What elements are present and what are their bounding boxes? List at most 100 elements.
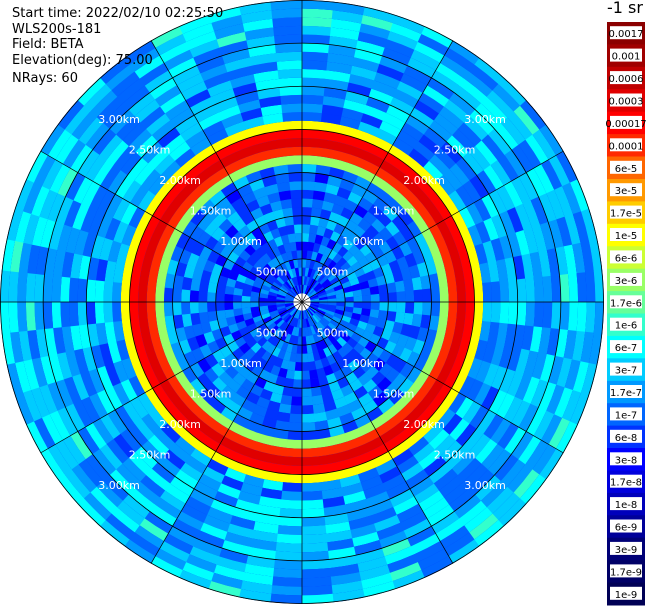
colorbar-label-bg — [610, 385, 642, 398]
range-gate-cell — [379, 427, 399, 445]
range-gate-cell — [386, 282, 397, 294]
range-gate-cell — [276, 293, 286, 299]
range-gate-cell — [327, 273, 337, 282]
range-gate-cell — [259, 388, 273, 401]
range-gate-cell — [250, 301, 260, 308]
range-gate-cell — [282, 313, 291, 322]
range-gate-cell — [576, 272, 587, 303]
range-gate-cell — [538, 193, 557, 223]
range-gate-cell — [202, 120, 226, 138]
range-gate-cell — [152, 219, 168, 239]
range-gate-cell — [373, 72, 401, 90]
colorbar-title: -1 sr — [607, 0, 643, 17]
colorbar-tick-label: 6e-6 — [615, 253, 638, 264]
range-gate-cell — [65, 226, 81, 254]
range-gate-cell — [174, 148, 196, 168]
range-gate-cell — [302, 103, 324, 114]
range-gate-cell — [256, 504, 281, 517]
range-gate-cell — [225, 399, 242, 415]
range-gate-cell — [189, 362, 205, 379]
range-gate-cell — [181, 313, 193, 328]
range-gate-cell — [301, 499, 324, 510]
range-gate-cell — [115, 463, 141, 488]
range-gate-cell — [207, 301, 217, 312]
range-gate-cell — [399, 347, 413, 363]
range-gate-cell — [83, 83, 112, 112]
range-gate-cell — [361, 308, 371, 317]
range-gate-cell — [483, 363, 499, 387]
range-gate-cell — [231, 359, 245, 373]
range-gate-cell — [116, 115, 141, 141]
range-gate-cell — [434, 383, 452, 404]
range-gate-cell — [154, 238, 169, 257]
range-gate-cell — [420, 275, 431, 290]
range-gate-cell — [381, 47, 412, 66]
range-gate-cell — [353, 295, 363, 303]
range-gate-cell — [453, 318, 466, 337]
range-gate-cell — [289, 289, 297, 297]
range-gate-cell — [287, 291, 296, 298]
range-gate-cell — [163, 134, 186, 155]
range-gate-cell — [240, 107, 263, 122]
range-gate-cell — [550, 274, 561, 303]
range-gate-cell — [504, 149, 527, 178]
range-gate-cell — [192, 417, 211, 435]
range-gate-cell — [301, 387, 312, 397]
range-gate-cell — [138, 267, 151, 286]
range-gate-cell — [242, 283, 253, 292]
range-gate-cell — [51, 275, 62, 302]
range-gate-cell — [386, 554, 418, 573]
range-gate-cell — [306, 308, 313, 317]
range-gate-cell — [302, 60, 328, 71]
range-gate-cell — [392, 270, 404, 283]
colorbar-tick-label: 1e-6 — [615, 321, 638, 332]
range-gate-cell — [276, 411, 291, 423]
range-gate-cell — [522, 200, 541, 228]
range-gate-cell — [334, 195, 348, 208]
range-gate-cell — [262, 315, 273, 324]
range-gate-cell — [327, 304, 337, 310]
range-gate-cell — [350, 261, 362, 272]
range-gate-cell — [232, 82, 258, 97]
range-gate-cell — [284, 216, 295, 227]
range-gate-cell — [242, 18, 274, 32]
range-gate-cell — [253, 70, 279, 83]
range-gate-cell — [353, 250, 365, 262]
range-gate-cell — [215, 292, 225, 302]
range-gate-cell — [251, 449, 270, 463]
range-gate-cell — [250, 250, 262, 262]
range-gate-cell — [317, 445, 335, 457]
range-gate-cell — [324, 284, 334, 292]
range-gate-cell — [285, 304, 295, 310]
range-gate-cell — [17, 301, 28, 332]
range-gate-cell — [305, 286, 311, 295]
range-gate-cell — [410, 49, 441, 71]
colorbar-label-bg — [610, 407, 642, 421]
range-gate-cell — [319, 470, 340, 483]
range-gate-cell — [363, 6, 396, 24]
range-gate-cell — [77, 301, 88, 326]
range-gate-cell — [96, 322, 108, 346]
range-gate-cell — [449, 251, 463, 271]
range-gate-cell — [117, 78, 146, 104]
range-gate-cell — [318, 296, 328, 301]
range-gate-cell — [399, 225, 415, 242]
range-gate-cell — [302, 224, 311, 234]
range-gate-cell — [363, 105, 387, 121]
range-gate-cell — [555, 246, 569, 276]
range-gate-cell — [443, 235, 459, 255]
range-gate-cell — [266, 130, 286, 142]
range-gate-cell — [344, 162, 362, 176]
range-gate-cell — [408, 264, 421, 279]
range-gate-cell — [525, 407, 547, 437]
range-gate-cell — [387, 302, 397, 313]
range-gate-cell — [361, 287, 371, 296]
range-gate-cell — [325, 372, 338, 385]
range-gate-cell — [245, 420, 262, 434]
range-gate-cell — [232, 175, 250, 190]
range-gate-cell — [370, 413, 389, 430]
range-gate-cell — [250, 239, 262, 251]
range-gate-cell — [129, 283, 139, 302]
range-gate-cell — [230, 392, 246, 407]
range-gate-cell — [451, 372, 468, 393]
